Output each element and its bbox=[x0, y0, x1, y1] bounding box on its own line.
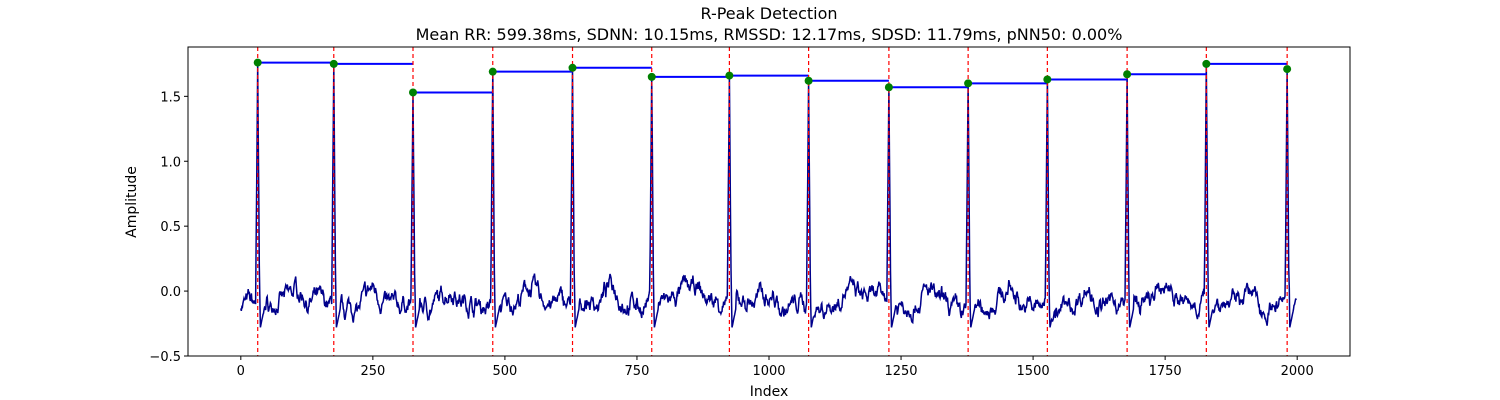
r-peak-marker bbox=[884, 83, 893, 92]
r-peak-marker bbox=[253, 58, 262, 67]
r-peak-marker bbox=[1123, 70, 1132, 79]
plot-area bbox=[240, 47, 1297, 356]
x-tick-label: 1500 bbox=[1017, 364, 1050, 379]
r-peak-marker bbox=[1043, 75, 1052, 84]
r-peak-marker bbox=[1202, 59, 1211, 68]
y-tick-label: 0.5 bbox=[160, 220, 181, 235]
x-tick-label: 750 bbox=[625, 364, 650, 379]
x-axis: 0 250 500 750 1000 1250 1500 1750 2000 bbox=[237, 356, 1314, 379]
r-peak-marker bbox=[1283, 65, 1292, 74]
r-peak-marker bbox=[488, 67, 497, 76]
x-tick-label: 500 bbox=[492, 364, 517, 379]
r-peak-marker bbox=[329, 59, 338, 68]
r-peak-marker bbox=[725, 71, 734, 80]
chart-title: R-Peak Detection bbox=[700, 4, 837, 23]
r-peak-marker bbox=[964, 79, 973, 88]
ecg-signal-line bbox=[240, 62, 1297, 328]
x-tick-label: 1250 bbox=[884, 364, 917, 379]
plot-frame bbox=[187, 46, 1351, 357]
chart-subtitle: Mean RR: 599.38ms, SDNN: 10.15ms, RMSSD:… bbox=[416, 25, 1123, 44]
r-peak-marker bbox=[647, 72, 656, 81]
r-peak-marker bbox=[409, 88, 418, 97]
x-tick-label: 1000 bbox=[752, 364, 785, 379]
y-axis-label: Amplitude bbox=[124, 166, 140, 238]
y-tick-label: 0.0 bbox=[160, 285, 181, 300]
y-axis: −0.5 0.0 0.5 1.0 1.5 bbox=[149, 90, 188, 365]
y-tick-label: 1.0 bbox=[160, 155, 181, 170]
x-axis-label: Index bbox=[750, 384, 789, 400]
x-tick-label: 1750 bbox=[1149, 364, 1182, 379]
r-peak-marker bbox=[804, 76, 813, 85]
x-tick-label: 250 bbox=[360, 364, 385, 379]
x-tick-label: 0 bbox=[237, 364, 245, 379]
x-tick-label: 2000 bbox=[1281, 364, 1314, 379]
y-tick-label: 1.5 bbox=[160, 90, 181, 105]
r-peak-marker bbox=[568, 63, 577, 72]
y-tick-label: −0.5 bbox=[149, 350, 181, 365]
